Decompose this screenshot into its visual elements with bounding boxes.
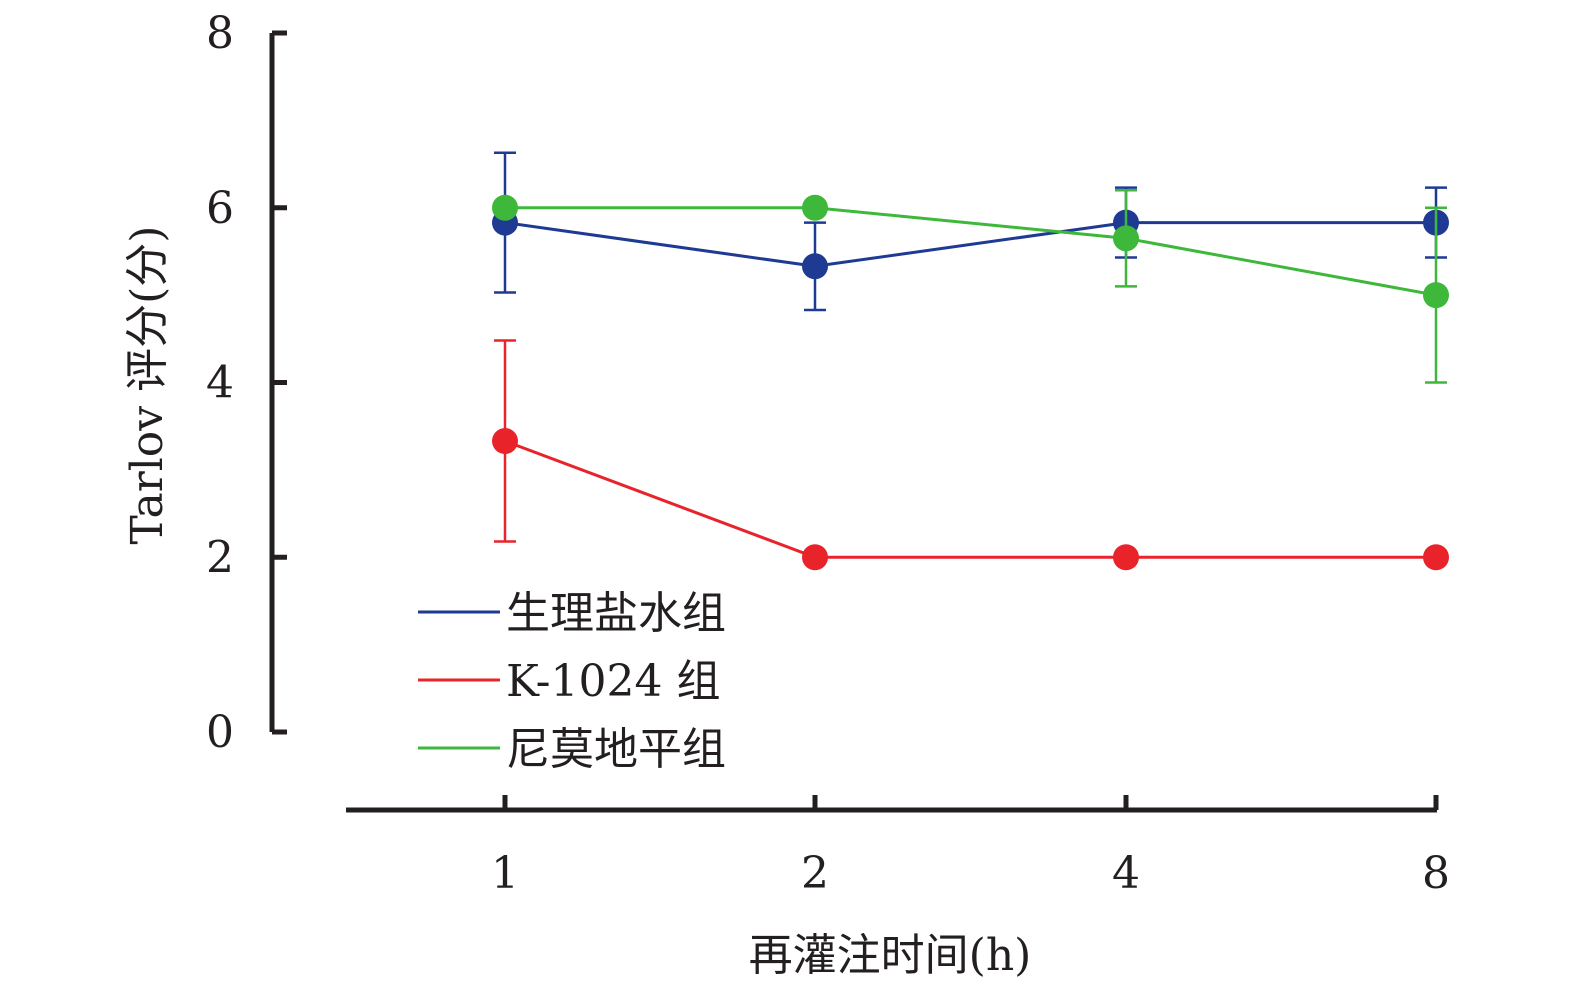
legend-label: 尼莫地平组 — [506, 724, 726, 775]
data-point — [1423, 282, 1449, 309]
series-line — [504, 221, 1436, 268]
data-point — [802, 253, 828, 280]
legend-label: K-1024 组 — [506, 656, 721, 707]
data-point — [1113, 225, 1139, 252]
y-axis: 0 2 4 6 8 — [206, 8, 287, 758]
y-tick-label: 4 — [206, 358, 234, 409]
data-point — [1423, 544, 1449, 571]
x-tick-label: 8 — [1422, 848, 1450, 899]
data-point — [492, 428, 518, 455]
series-line — [504, 439, 1436, 559]
x-tick-label: 4 — [1112, 848, 1140, 899]
series-3 — [492, 189, 1449, 384]
x-tick-label: 1 — [491, 848, 519, 899]
series-1 — [492, 151, 1449, 312]
data-point — [1113, 544, 1139, 571]
series-line — [505, 206, 1437, 297]
y-tick-label: 2 — [206, 532, 234, 583]
x-tick-label: 2 — [801, 848, 829, 899]
data-point — [492, 194, 518, 221]
x-axis-title: 再灌注时间(h) — [749, 930, 1032, 981]
data-point — [802, 194, 828, 221]
series-2 — [492, 339, 1449, 571]
y-tick-label: 8 — [206, 8, 234, 59]
y-axis-title: Tarlov 评分(分) — [122, 226, 173, 545]
y-tick-label: 6 — [206, 183, 234, 234]
x-axis: 1 2 4 8 — [346, 795, 1450, 899]
plot-area — [492, 151, 1449, 571]
data-point — [802, 544, 828, 571]
legend-label: 生理盐水组 — [506, 588, 726, 639]
y-tick-label: 0 — [206, 707, 234, 758]
